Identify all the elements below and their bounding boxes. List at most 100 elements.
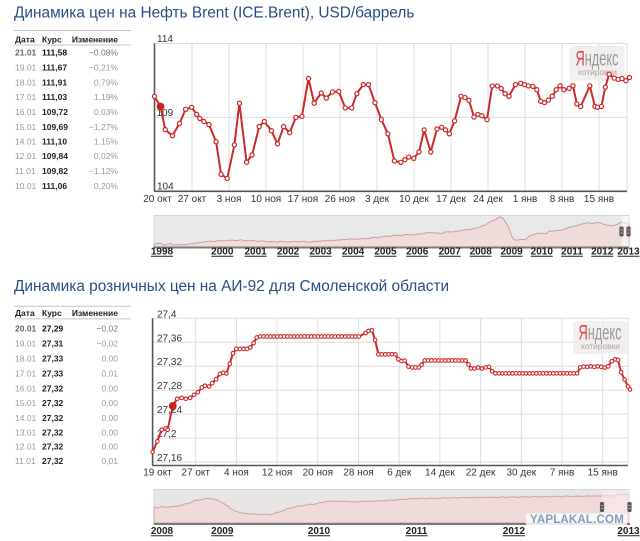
svg-text:26 ноя: 26 ноя <box>325 194 355 205</box>
svg-text:11.01: 11.01 <box>15 456 36 466</box>
svg-text:111,91: 111,91 <box>42 78 67 88</box>
svg-text:2005: 2005 <box>374 247 397 258</box>
svg-text:111,58: 111,58 <box>42 48 67 58</box>
svg-text:1,15%: 1,15% <box>94 137 119 147</box>
svg-text:17 ноя: 17 ноя <box>288 194 318 205</box>
svg-text:19 окт: 19 окт <box>143 468 172 479</box>
svg-text:2009: 2009 <box>500 247 523 258</box>
svg-text:2012: 2012 <box>591 247 614 258</box>
svg-text:0,00: 0,00 <box>101 354 118 364</box>
svg-text:109,82: 109,82 <box>42 166 68 176</box>
svg-text:котировки: котировки <box>581 342 620 351</box>
svg-text:10 дек: 10 дек <box>399 194 429 205</box>
svg-text:2008: 2008 <box>151 526 174 537</box>
svg-text:0,00: 0,00 <box>101 442 118 452</box>
svg-text:109,69: 109,69 <box>42 122 68 132</box>
svg-text:11.01: 11.01 <box>15 166 36 176</box>
svg-text:111,06: 111,06 <box>42 181 67 191</box>
svg-text:114: 114 <box>157 34 173 45</box>
svg-text:6 дек: 6 дек <box>387 468 412 479</box>
svg-text:Яндекс: Яндекс <box>579 322 622 345</box>
svg-text:14.01: 14.01 <box>15 137 37 147</box>
svg-text:27,16: 27,16 <box>157 453 182 464</box>
svg-text:27,29: 27,29 <box>42 324 64 334</box>
svg-text:18.01: 18.01 <box>15 78 37 88</box>
svg-text:109,84: 109,84 <box>42 151 68 161</box>
svg-text:13.01: 13.01 <box>15 427 37 437</box>
svg-text:111,10: 111,10 <box>42 137 67 147</box>
svg-text:12 ноя: 12 ноя <box>262 468 292 479</box>
svg-text:−0,02: −0,02 <box>96 324 118 334</box>
svg-text:7 янв: 7 янв <box>550 468 575 479</box>
svg-text:0,20%: 0,20% <box>94 181 119 191</box>
svg-text:28 ноя: 28 ноя <box>343 468 373 479</box>
svg-text:−0,02: −0,02 <box>96 339 118 349</box>
svg-text:2011: 2011 <box>406 526 428 537</box>
svg-text:2010: 2010 <box>531 247 554 258</box>
svg-text:27 окт: 27 окт <box>181 468 210 479</box>
svg-text:2006: 2006 <box>406 247 429 258</box>
svg-text:12.01: 12.01 <box>15 442 37 452</box>
svg-text:24 дек: 24 дек <box>473 194 503 205</box>
svg-text:14.01: 14.01 <box>15 413 37 423</box>
svg-text:27,33: 27,33 <box>42 354 64 364</box>
svg-text:15 янв: 15 янв <box>584 194 614 205</box>
svg-text:0,00: 0,00 <box>101 383 118 393</box>
svg-text:27,28: 27,28 <box>157 381 182 392</box>
svg-text:27,32: 27,32 <box>42 413 64 423</box>
svg-text:30 дек: 30 дек <box>506 468 536 479</box>
svg-text:−1,12%: −1,12% <box>89 166 119 176</box>
svg-text:Изменение: Изменение <box>72 34 118 44</box>
svg-text:27,31: 27,31 <box>42 339 64 349</box>
svg-text:109,72: 109,72 <box>42 107 68 117</box>
svg-text:27,24: 27,24 <box>157 405 182 416</box>
svg-text:3 дек: 3 дек <box>365 194 390 205</box>
svg-text:17.01: 17.01 <box>15 369 37 379</box>
svg-text:104: 104 <box>157 182 174 193</box>
svg-text:20.01: 20.01 <box>15 324 37 334</box>
svg-text:20 ноя: 20 ноя <box>303 468 333 479</box>
svg-text:15.01: 15.01 <box>15 398 37 408</box>
svg-text:2007: 2007 <box>439 247 462 258</box>
svg-text:27 окт: 27 окт <box>178 194 207 205</box>
svg-text:котировки: котировки <box>578 68 617 77</box>
svg-text:2009: 2009 <box>211 526 234 537</box>
svg-text:16.01: 16.01 <box>15 383 37 393</box>
svg-text:109: 109 <box>157 108 174 119</box>
svg-text:19.01: 19.01 <box>15 63 37 73</box>
svg-text:17 дек: 17 дек <box>436 194 466 205</box>
svg-text:27,32: 27,32 <box>42 442 64 452</box>
svg-text:2004: 2004 <box>342 247 365 258</box>
svg-text:0,79%: 0,79% <box>94 78 119 88</box>
svg-text:12.01: 12.01 <box>15 151 37 161</box>
svg-text:27,36: 27,36 <box>157 333 182 344</box>
svg-text:27,32: 27,32 <box>42 427 64 437</box>
svg-text:0,00: 0,00 <box>101 413 118 423</box>
svg-text:3 ноя: 3 ноя <box>217 194 242 205</box>
svg-text:2002: 2002 <box>277 247 300 258</box>
svg-text:111,67: 111,67 <box>42 63 67 73</box>
svg-text:22 дек: 22 дек <box>466 468 496 479</box>
svg-text:−0,08%: −0,08% <box>89 48 119 58</box>
svg-text:Курс: Курс <box>42 34 62 44</box>
svg-text:20 окт: 20 окт <box>143 194 172 205</box>
svg-text:2013: 2013 <box>617 247 640 258</box>
svg-text:16.01: 16.01 <box>15 107 37 117</box>
svg-text:2011: 2011 <box>561 247 583 258</box>
svg-text:0,00: 0,00 <box>101 427 118 437</box>
svg-text:2012: 2012 <box>503 526 526 537</box>
svg-text:27,2: 27,2 <box>157 429 177 440</box>
svg-text:8 янв: 8 янв <box>550 194 575 205</box>
svg-text:0,03%: 0,03% <box>94 107 119 117</box>
svg-text:17.01: 17.01 <box>15 92 37 102</box>
svg-text:27,32: 27,32 <box>42 383 64 393</box>
svg-text:27,32: 27,32 <box>42 456 64 466</box>
svg-text:0,01: 0,01 <box>101 456 118 466</box>
svg-text:27,32: 27,32 <box>157 357 182 368</box>
svg-text:2000: 2000 <box>211 247 234 258</box>
svg-text:10 ноя: 10 ноя <box>251 194 281 205</box>
svg-text:10.01: 10.01 <box>15 181 37 191</box>
svg-text:0,01: 0,01 <box>101 369 118 379</box>
svg-text:2013: 2013 <box>617 526 640 537</box>
svg-text:15 янв: 15 янв <box>588 468 618 479</box>
